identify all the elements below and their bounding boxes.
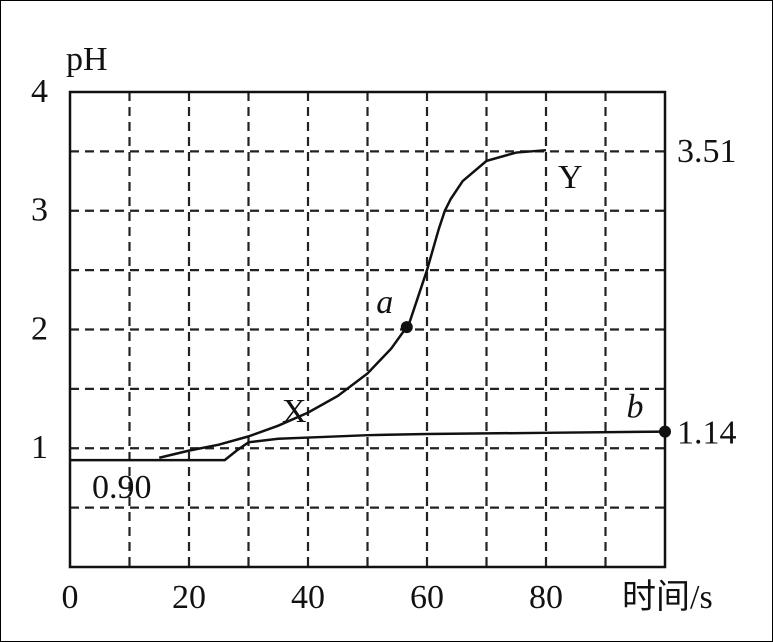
x-tick-label: 0	[62, 579, 79, 616]
x-tick-label: 40	[291, 579, 325, 616]
x-tick-label: 80	[529, 579, 563, 616]
x-axis-label: 时间/s	[622, 579, 713, 616]
y-tick-label: 2	[31, 310, 48, 347]
x-tick-label: 60	[410, 579, 444, 616]
annotation: 0.90	[92, 469, 152, 506]
y-tick-label: 4	[31, 73, 48, 110]
x-tick-label: 20	[172, 579, 206, 616]
point-label: a	[376, 284, 393, 321]
y-tick-label: 1	[31, 429, 48, 466]
y-axis-label: pH	[66, 41, 108, 78]
plot-border	[68, 90, 667, 569]
point	[659, 425, 671, 438]
series-label: X	[282, 393, 307, 430]
line-series	[70, 430, 666, 462]
point	[400, 321, 413, 334]
line-series	[158, 148, 547, 459]
point-label: b	[627, 388, 644, 425]
y-tick-label: 3	[31, 192, 48, 229]
annotation: 3.51	[677, 133, 737, 170]
series-label: Y	[558, 159, 583, 196]
annotation: 1.14	[677, 414, 737, 451]
